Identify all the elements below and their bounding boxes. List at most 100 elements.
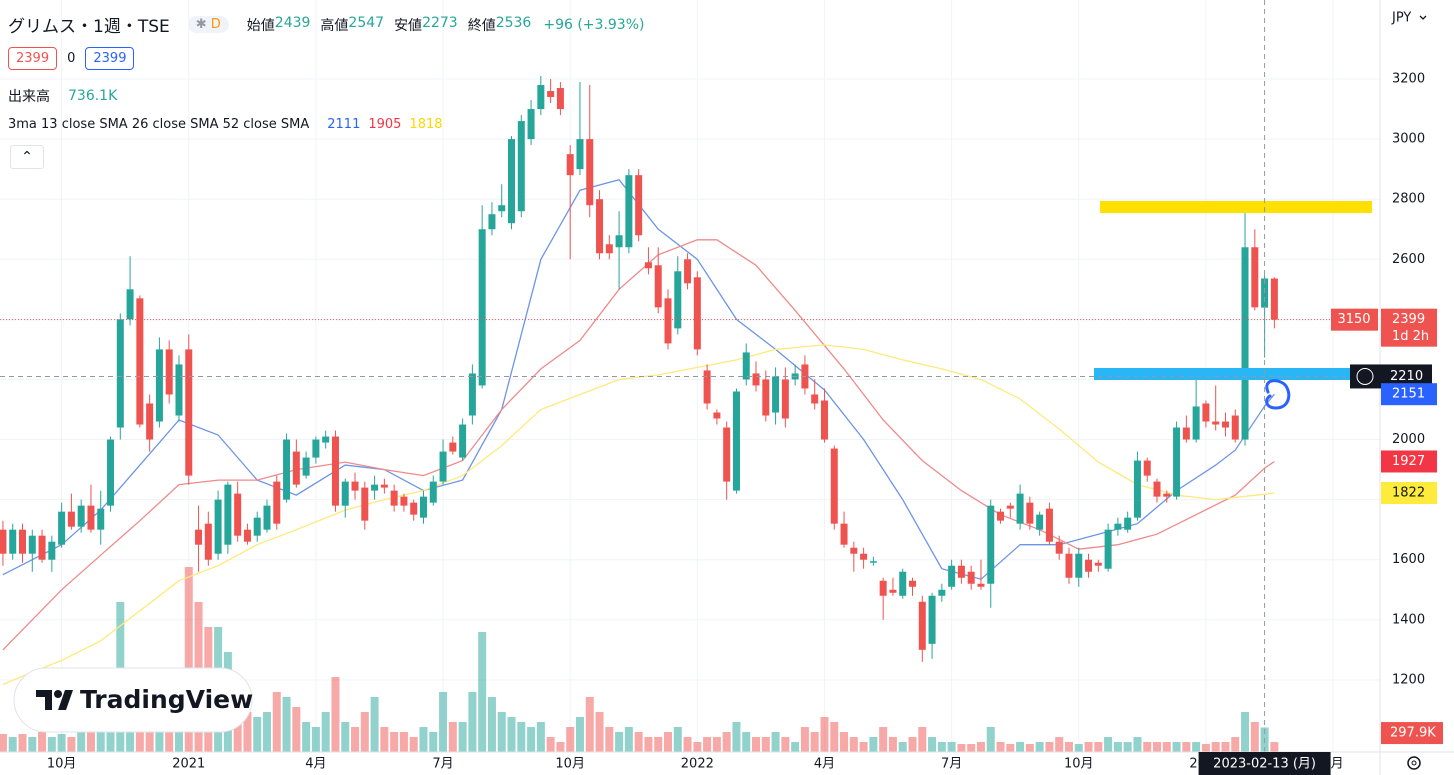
buy-button[interactable]: 2399: [85, 47, 135, 70]
volume-bar: [947, 742, 956, 752]
volume-bar: [360, 712, 369, 752]
volume-bar: [478, 632, 487, 752]
candle-body: [1055, 541, 1063, 554]
candle-body: [224, 484, 232, 545]
ma-legend[interactable]: 3ma 13 close SMA 26 close SMA 52 close S…: [8, 117, 310, 132]
change: +96 (+3.93%): [543, 16, 645, 33]
crosshair-date-tag: [1198, 752, 1331, 775]
volume-bar: [908, 737, 917, 752]
candle-body: [155, 349, 163, 422]
candle-body: [1163, 493, 1171, 497]
volume-bar: [439, 692, 448, 752]
drawn-support-band[interactable]: [1094, 368, 1432, 380]
badge-letter: D: [210, 17, 221, 32]
volume-bar: [1143, 742, 1152, 752]
candle-body: [165, 349, 173, 395]
candle-body: [429, 481, 437, 503]
volume-bar: [38, 732, 47, 752]
collapse-button[interactable]: ⌃: [10, 145, 44, 169]
volume-bar: [174, 722, 183, 752]
candle-body: [263, 505, 271, 530]
ohlc-label: 高値: [320, 17, 349, 34]
candle-body: [97, 508, 105, 530]
symbol[interactable]: グリムス・1週・TSE: [8, 17, 170, 37]
volume-bar: [605, 727, 614, 752]
candle-body: [547, 91, 555, 98]
volume-bar: [302, 722, 311, 752]
candle-body: [1261, 278, 1269, 308]
sma-tag-label: 2151: [1392, 387, 1425, 402]
candle-body: [195, 529, 203, 545]
volume-label: 出来高: [8, 89, 50, 105]
candle-body: [879, 580, 887, 596]
crosshair-price-label: 2210: [1390, 369, 1423, 384]
volume-bar: [1094, 742, 1103, 752]
volume-bar: [957, 744, 966, 752]
candle-body: [1104, 529, 1112, 569]
candle-body: [517, 121, 525, 212]
volume-bar: [937, 742, 946, 752]
volume-bar: [468, 692, 477, 752]
volume-bar: [1006, 744, 1015, 752]
volume-bar: [546, 737, 555, 752]
volume-bar: [282, 697, 291, 752]
volume-bar: [507, 717, 516, 752]
volume-bar: [1162, 742, 1171, 752]
candle-body: [48, 541, 56, 560]
ma-line: [2, 239, 1275, 651]
logo-badge[interactable]: TradingView: [13, 667, 253, 733]
volume-bar: [556, 742, 565, 752]
x-tick-label: 10月: [1064, 757, 1094, 772]
ma-values: 2111 1905 1818: [327, 117, 442, 132]
candle-body: [1153, 481, 1161, 497]
sell-button[interactable]: 2399: [8, 47, 58, 70]
volume-bar: [840, 732, 849, 752]
candle-body: [742, 352, 750, 380]
volume-bar: [1074, 744, 1083, 752]
candle-body: [1065, 553, 1073, 578]
volume-bar: [487, 697, 496, 752]
volume-bar: [1172, 742, 1181, 752]
candle-body: [527, 109, 535, 140]
candle-body: [957, 565, 965, 578]
volume-bar: [331, 677, 340, 752]
candle-body: [830, 448, 838, 524]
candle-body: [400, 496, 408, 506]
volume-bar: [928, 737, 937, 752]
currency-chevron[interactable]: [1419, 15, 1427, 20]
candle-body: [312, 439, 320, 458]
candle-body: [997, 511, 1005, 521]
candle-body: [243, 529, 251, 542]
ma-value: 2111: [327, 117, 361, 132]
y-tick-label: 1400: [1392, 612, 1425, 627]
volume-bar: [47, 737, 56, 752]
candle-body: [1212, 421, 1220, 425]
badge[interactable]: ✱ D: [187, 16, 229, 33]
candle-body: [635, 175, 643, 236]
candle-body: [576, 139, 584, 170]
candle-body: [0, 529, 7, 554]
drawn-circle[interactable]: [1265, 379, 1291, 410]
volume-bar: [67, 737, 76, 752]
volume-bar: [341, 722, 350, 752]
candle-body: [77, 505, 85, 527]
volume-bar: [253, 717, 262, 752]
candle-body: [811, 394, 819, 404]
candle-body: [508, 139, 516, 224]
candle-body: [889, 589, 897, 593]
drawn-resistance-band[interactable]: [1100, 201, 1372, 213]
sma-tag: [1381, 450, 1437, 473]
candle-body: [615, 235, 623, 248]
candle-body: [644, 262, 652, 269]
x-tick-label: 2021: [172, 757, 205, 772]
currency[interactable]: JPY: [1391, 11, 1411, 26]
volume-bar: [458, 722, 467, 752]
x-tick-label: 4月: [305, 757, 326, 772]
candle-body: [468, 373, 476, 416]
x-tick-label: 4月: [814, 757, 835, 772]
volume-bar: [1113, 742, 1122, 752]
settings-icon[interactable]: [1407, 756, 1421, 770]
ohlc-value: 2273: [422, 14, 458, 31]
ohlc-label: 終値: [467, 17, 496, 34]
